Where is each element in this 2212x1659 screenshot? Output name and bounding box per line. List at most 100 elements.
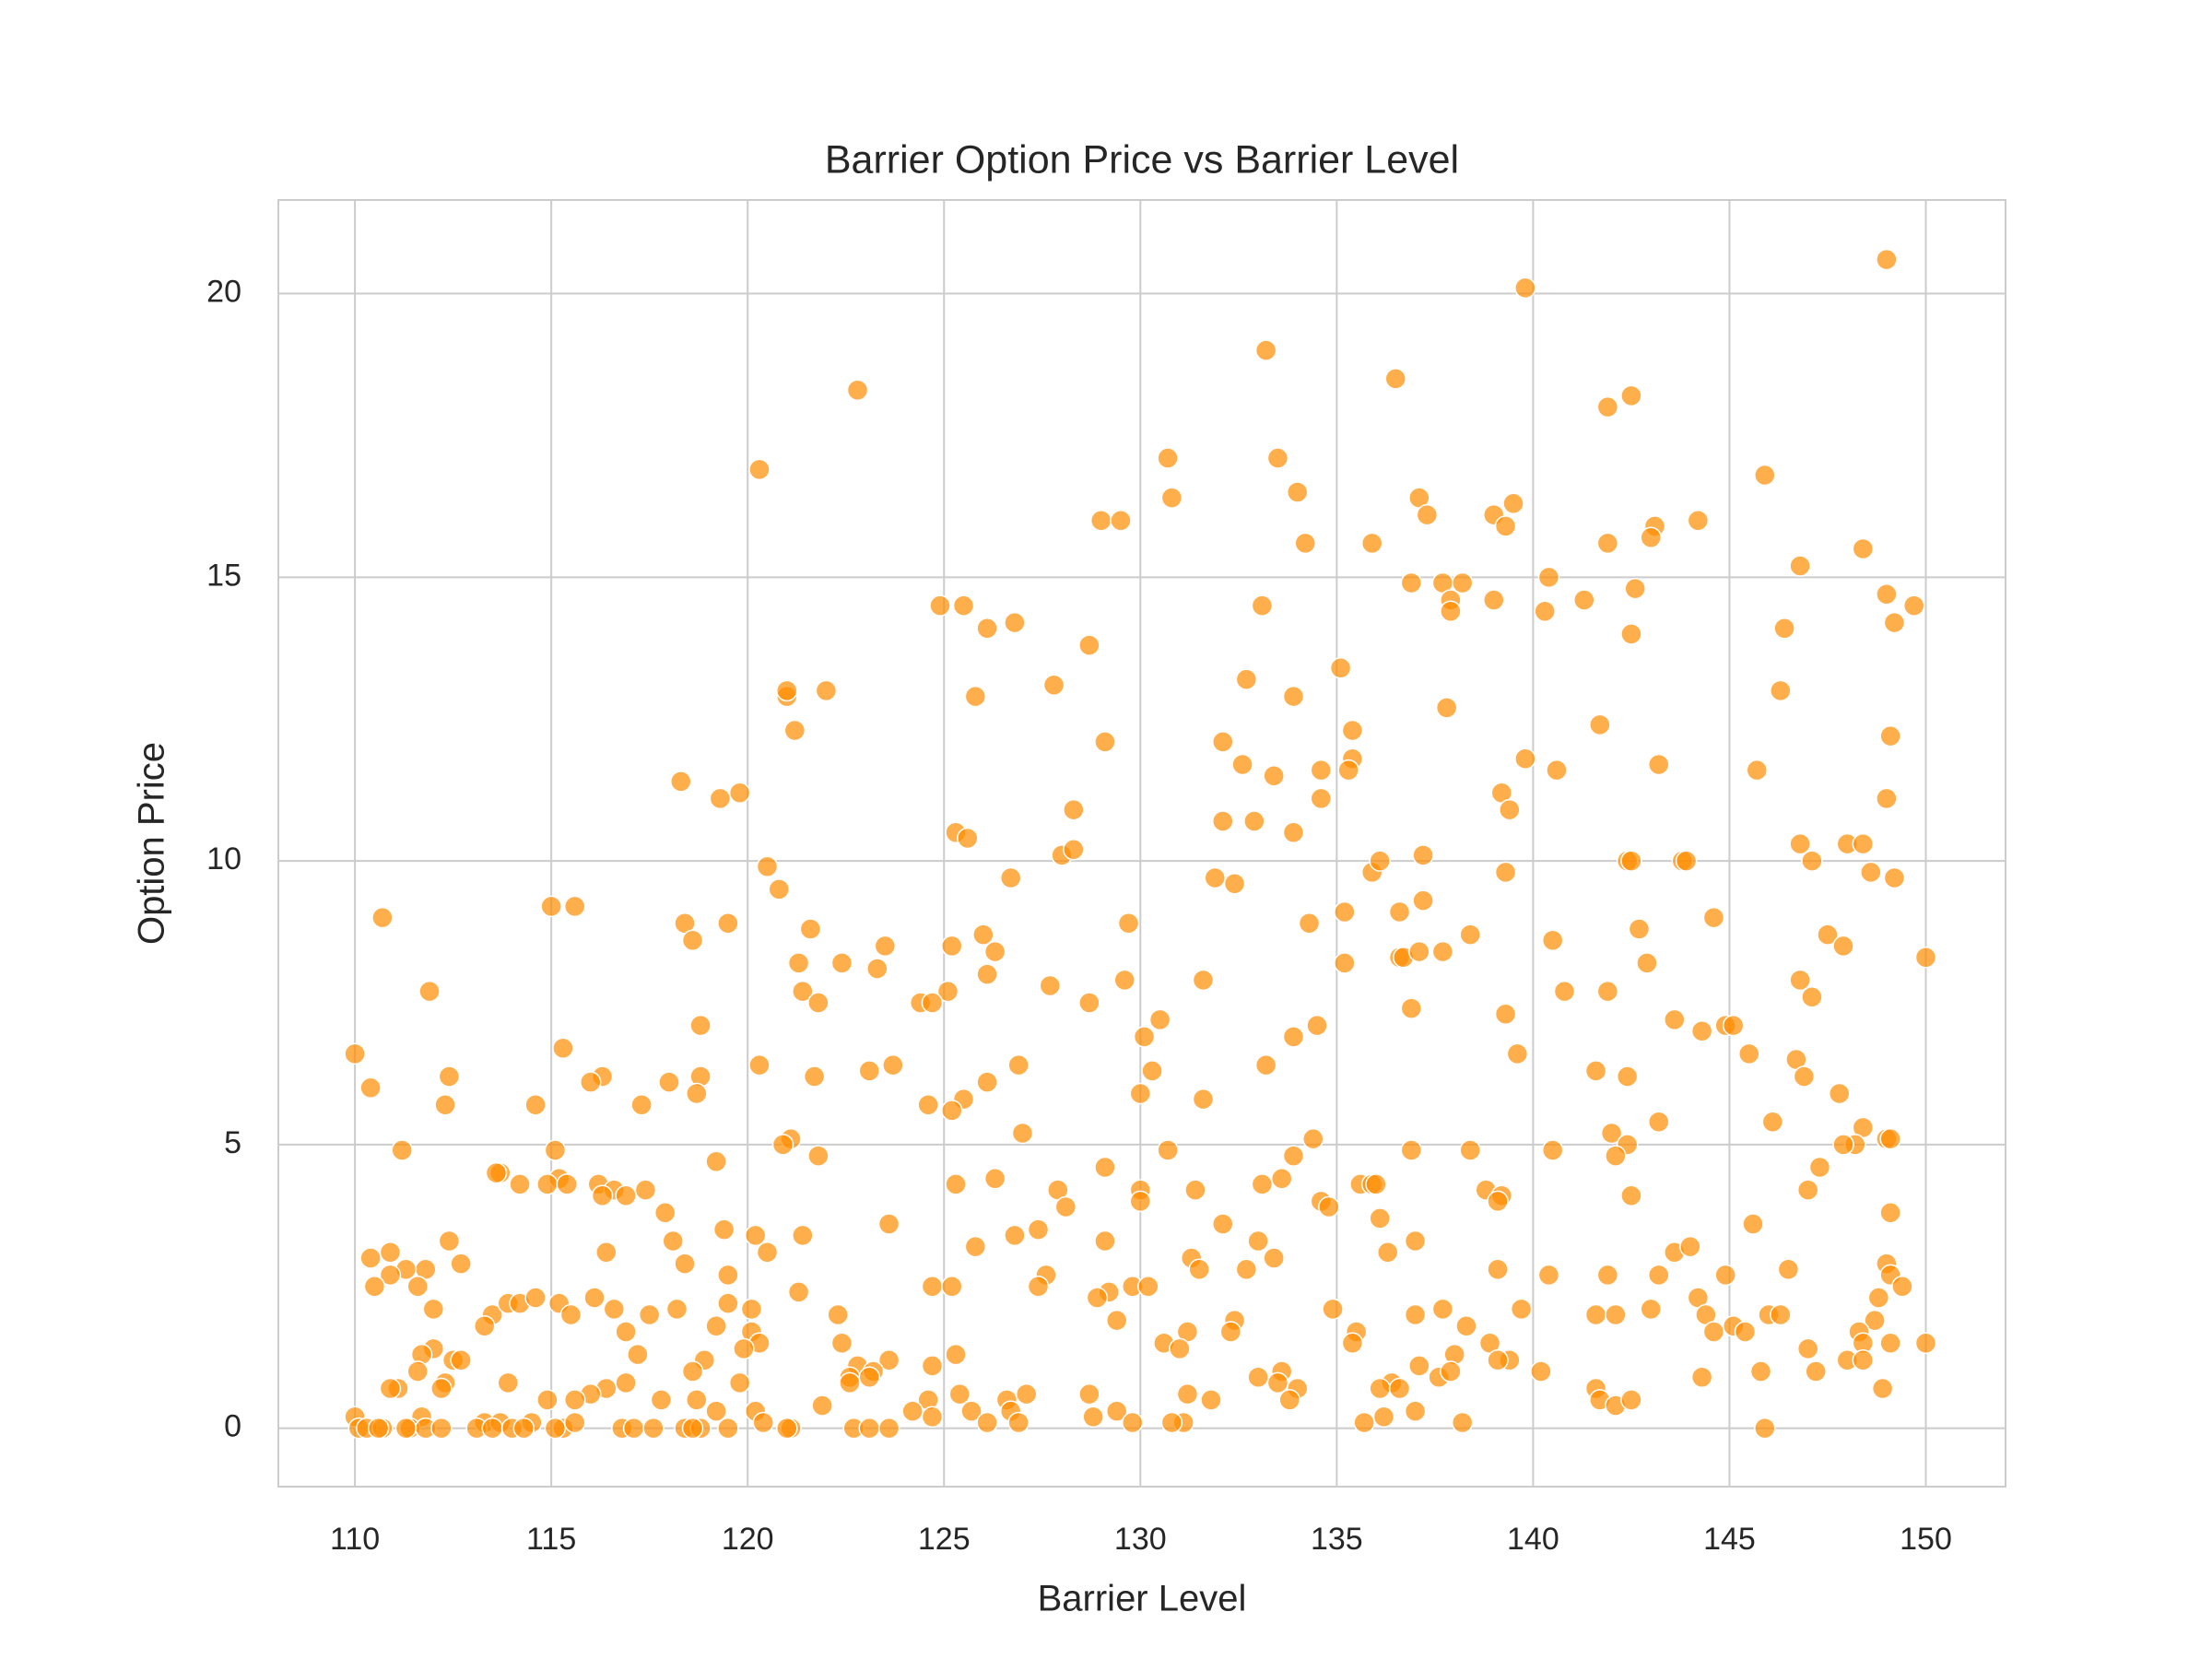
point (999, 866, 1022, 889)
point (830, 1332, 853, 1355)
point (705, 1150, 727, 1173)
point (1789, 832, 1811, 855)
point (1829, 1082, 1851, 1105)
point (1487, 1348, 1509, 1371)
point (1376, 1241, 1399, 1264)
point (391, 1139, 413, 1161)
plot-frame (277, 199, 2006, 1488)
point (638, 1303, 661, 1326)
point (783, 719, 806, 742)
point (1530, 1360, 1552, 1382)
point (371, 906, 394, 929)
point (1714, 1264, 1736, 1287)
point (1235, 1258, 1258, 1281)
point (379, 1377, 402, 1400)
point (964, 1235, 987, 1258)
point (1777, 1258, 1800, 1281)
point (1027, 1218, 1050, 1241)
point (359, 1247, 382, 1269)
point (1431, 1298, 1454, 1321)
point (1200, 1389, 1222, 1411)
point (1876, 248, 1898, 271)
point (866, 958, 888, 980)
point (1687, 510, 1710, 532)
point (1620, 1389, 1642, 1411)
point (418, 980, 441, 1003)
point (1337, 759, 1359, 782)
point (1914, 1332, 1937, 1355)
point (748, 1053, 771, 1077)
point (1212, 810, 1234, 832)
y-tick-label: 20 (206, 275, 241, 310)
point (1914, 946, 1937, 969)
point (1011, 1122, 1034, 1145)
point (858, 1060, 881, 1082)
point (1329, 657, 1352, 679)
point (1412, 844, 1434, 866)
point (1801, 986, 1823, 1008)
point (1235, 668, 1258, 690)
point (1793, 1065, 1816, 1088)
point (1749, 1360, 1772, 1382)
point (359, 1077, 382, 1100)
point (1400, 1139, 1423, 1161)
point (583, 1287, 606, 1309)
point (481, 1417, 503, 1440)
point (1251, 1173, 1274, 1195)
point (917, 1094, 939, 1116)
point (1334, 900, 1356, 924)
point (544, 1139, 567, 1161)
point (689, 1014, 712, 1037)
point (1734, 1321, 1757, 1343)
point (1212, 1213, 1234, 1235)
point (1286, 481, 1309, 503)
point (1176, 1382, 1199, 1406)
point (717, 1264, 739, 1287)
point (1722, 1014, 1745, 1037)
point (512, 1417, 535, 1440)
point (630, 1094, 653, 1116)
point (1640, 1298, 1662, 1321)
point (1773, 617, 1795, 640)
point (344, 1042, 366, 1065)
point (1648, 753, 1670, 776)
point (1451, 1411, 1474, 1434)
point (1628, 918, 1651, 940)
point (1451, 571, 1474, 594)
point (1879, 1201, 1901, 1224)
point (430, 1417, 453, 1440)
point (379, 1241, 402, 1264)
point (1761, 1111, 1784, 1133)
point (1063, 798, 1085, 821)
point (1867, 1287, 1890, 1309)
point (1620, 623, 1642, 645)
x-tick-label: 110 (330, 1522, 380, 1557)
point (1537, 566, 1560, 589)
point (591, 1184, 614, 1206)
point (1754, 464, 1776, 487)
point (1369, 1207, 1391, 1230)
point (1007, 1411, 1030, 1434)
point (1494, 1003, 1517, 1026)
point (976, 617, 998, 640)
point (1817, 924, 1839, 946)
point (1192, 969, 1215, 992)
point (1122, 1411, 1144, 1434)
point (945, 1343, 967, 1366)
point (1852, 1348, 1875, 1371)
point (717, 912, 739, 935)
point (1455, 1315, 1477, 1337)
point (1231, 753, 1253, 776)
point (1852, 537, 1875, 560)
point (1137, 1275, 1159, 1298)
point (438, 1065, 461, 1088)
point (929, 594, 951, 617)
y-tick-label: 15 (206, 558, 241, 593)
point (846, 379, 869, 401)
point (948, 1382, 971, 1406)
point (1094, 1156, 1116, 1179)
point (509, 1173, 531, 1195)
point (1664, 1008, 1686, 1031)
point (1499, 798, 1521, 821)
